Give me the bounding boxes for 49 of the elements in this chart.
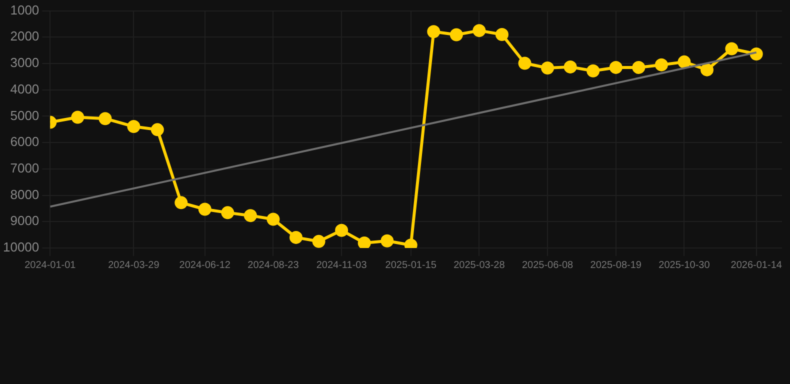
x-tick-label: 2024-11-03 xyxy=(316,260,368,271)
point xyxy=(174,196,188,210)
x-tick-label: 2025-06-08 xyxy=(522,260,574,271)
point xyxy=(518,56,532,70)
point xyxy=(244,209,257,222)
point xyxy=(472,24,486,38)
y-tick-label: 1000 xyxy=(10,2,40,18)
x-tick-label: 2024-08-23 xyxy=(248,260,300,271)
y-tick-label: 6000 xyxy=(10,134,40,150)
point xyxy=(127,120,140,133)
point xyxy=(335,224,348,237)
x-tick-label: 2025-10-30 xyxy=(658,260,710,271)
point xyxy=(312,234,326,248)
x-tick-label: 2025-01-15 xyxy=(385,260,437,271)
y-tick-label: 4000 xyxy=(10,81,40,96)
x-tick-label: 2024-06-12 xyxy=(179,260,231,271)
y-tick-label: 2000 xyxy=(10,28,40,44)
y-tick-label: 10000 xyxy=(2,240,40,255)
point xyxy=(654,58,668,72)
point xyxy=(609,60,622,74)
point xyxy=(678,55,691,68)
point xyxy=(266,212,280,226)
point xyxy=(495,28,508,42)
point xyxy=(725,42,738,56)
point xyxy=(98,112,112,126)
point xyxy=(700,63,714,76)
y-tick-label: 9000 xyxy=(10,213,40,228)
point xyxy=(198,202,212,216)
x-tick-label: 2025-08-19 xyxy=(590,260,642,271)
point xyxy=(586,64,600,78)
x-tick-label: 2024-03-29 xyxy=(108,260,160,271)
point xyxy=(290,230,302,244)
point xyxy=(632,60,646,74)
y-tick-label: 8000 xyxy=(10,186,40,202)
point xyxy=(564,60,577,74)
point xyxy=(427,25,440,38)
y-tick-label: 7000 xyxy=(10,160,40,176)
point xyxy=(221,206,234,220)
x-tick-label: 2026-01-14 xyxy=(730,260,782,271)
point xyxy=(380,234,394,248)
y-tick-label: 5000 xyxy=(10,108,40,123)
x-tick-label: 2024-01-01 xyxy=(24,260,76,271)
point xyxy=(150,123,164,136)
x-tick-label: 2025-03-28 xyxy=(454,260,506,271)
point xyxy=(71,110,84,124)
point xyxy=(541,61,554,74)
point xyxy=(450,28,463,42)
y-tick-label: 3000 xyxy=(10,55,40,70)
point xyxy=(358,236,371,248)
